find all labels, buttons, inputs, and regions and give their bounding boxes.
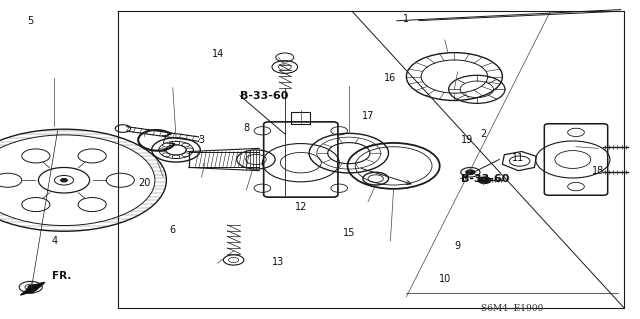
Polygon shape bbox=[20, 282, 45, 295]
Text: 20: 20 bbox=[138, 178, 150, 189]
Text: 15: 15 bbox=[342, 228, 355, 238]
Text: 8: 8 bbox=[243, 122, 250, 133]
Text: 7: 7 bbox=[160, 135, 166, 145]
Circle shape bbox=[466, 170, 475, 174]
Text: 14: 14 bbox=[211, 49, 224, 59]
Text: FR.: FR. bbox=[52, 271, 72, 281]
Text: 12: 12 bbox=[294, 202, 307, 212]
Text: 19: 19 bbox=[461, 135, 474, 145]
Text: 4: 4 bbox=[51, 236, 58, 246]
Text: 13: 13 bbox=[272, 256, 285, 267]
Text: 9: 9 bbox=[454, 241, 461, 251]
Circle shape bbox=[478, 177, 491, 183]
Text: B-33-60: B-33-60 bbox=[240, 91, 289, 101]
Text: 2: 2 bbox=[480, 129, 486, 139]
Text: 3: 3 bbox=[198, 135, 205, 145]
Text: 1: 1 bbox=[403, 14, 410, 24]
Text: 6: 6 bbox=[170, 225, 176, 235]
Circle shape bbox=[61, 179, 67, 182]
Text: 16: 16 bbox=[384, 73, 397, 83]
Text: 10: 10 bbox=[438, 274, 451, 284]
Text: 17: 17 bbox=[362, 111, 374, 122]
Text: 11: 11 bbox=[512, 153, 525, 163]
Text: 5: 5 bbox=[28, 16, 34, 26]
Text: B-33-60: B-33-60 bbox=[461, 174, 509, 184]
Circle shape bbox=[28, 286, 33, 288]
Text: 18: 18 bbox=[592, 166, 605, 176]
Text: S6M4  E1900: S6M4 E1900 bbox=[481, 304, 543, 313]
